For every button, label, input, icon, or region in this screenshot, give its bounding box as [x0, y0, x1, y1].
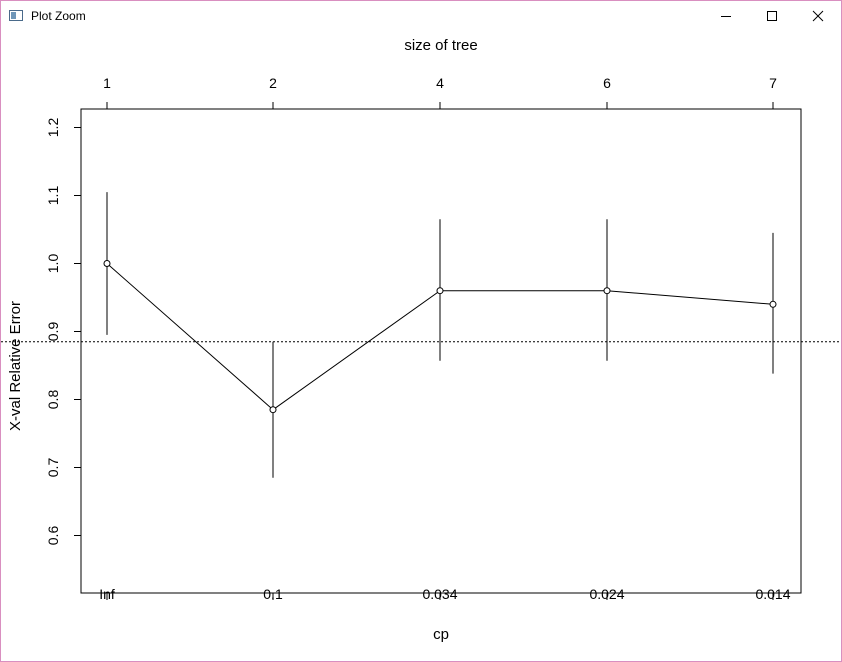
top-axis-tick-label: 6	[603, 75, 611, 91]
x-axis-tick-label: 0.014	[755, 586, 790, 602]
plot-window-icon	[9, 10, 23, 21]
top-axis-title: size of tree	[404, 37, 477, 54]
x-axis-tick-label: 0.024	[589, 586, 624, 602]
y-axis-tick-label: 1.1	[45, 186, 61, 206]
x-axis-title: cp	[433, 626, 449, 643]
plot-frame	[80, 108, 802, 594]
y-axis-tick-label: 0.8	[45, 390, 61, 410]
top-axis-tick-label: 2	[269, 75, 277, 91]
y-axis-tick-label: 1.0	[45, 254, 61, 274]
x-axis-tick-label: Inf	[99, 586, 115, 602]
y-axis-title: X-val Relative Error	[7, 301, 24, 431]
x-axis-tick-label: 0.1	[263, 586, 283, 602]
x-axis-tick-label: 0.034	[422, 586, 457, 602]
minimize-icon	[721, 16, 731, 17]
top-axis-tick-label: 7	[769, 75, 777, 91]
close-button[interactable]	[795, 1, 841, 31]
cp-plot: size of tree cp X-val Relative Error 1 2 4…	[1, 37, 841, 643]
top-axis-tick-label: 4	[436, 75, 444, 91]
close-icon	[812, 10, 824, 22]
minimize-button[interactable]	[703, 1, 749, 31]
data-point	[769, 300, 777, 308]
y-axis-tick-label: 0.7	[45, 458, 61, 478]
data-point	[436, 287, 444, 295]
y-axis-tick-label: 0.9	[45, 322, 61, 342]
title-bar[interactable]: Plot Zoom	[1, 1, 841, 31]
chart-marks: 1 2 4 6 7 Inf 0.1 0.034 0.024 0.014 0.6 0.7 0.8 0.9 1.…	[1, 75, 841, 602]
maximize-button[interactable]	[749, 1, 795, 31]
y-axis-tick-label: 1.2	[45, 118, 61, 138]
window-title: Plot Zoom	[31, 9, 86, 23]
y-axis-tick-label: 0.6	[45, 526, 61, 546]
data-point	[103, 260, 111, 267]
maximize-icon	[767, 11, 777, 21]
top-axis-tick-label: 1	[103, 75, 111, 91]
data-point	[269, 406, 277, 414]
data-point	[603, 287, 611, 295]
